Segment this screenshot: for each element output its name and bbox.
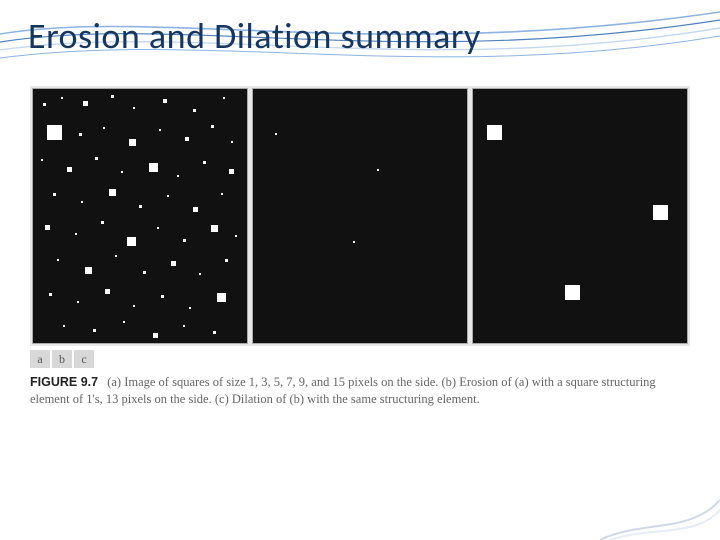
figure-caption-text: (a) Image of squares of size 1, 3, 5, 7,… [30,375,656,406]
white-square [133,107,135,109]
white-square [153,333,158,338]
white-square [77,301,79,303]
white-square [143,271,146,274]
white-square [93,329,96,332]
white-square [101,221,104,224]
white-square [193,109,196,112]
white-square [103,127,105,129]
white-square [183,239,186,242]
white-square [377,169,379,171]
slide-title: Erosion and Dilation summary [28,14,481,58]
label-c: c [74,350,94,368]
white-square [139,205,142,208]
white-square [121,171,123,173]
corner-swoosh-decor [600,460,720,540]
white-square [41,159,43,161]
white-square [61,97,63,99]
white-square [171,261,176,266]
figure-number: FIGURE 9.7 [30,375,98,389]
white-square [49,293,52,296]
white-square [79,133,82,136]
white-square [275,133,277,135]
figure-panel-a [32,88,248,344]
white-square [57,259,59,261]
white-square [223,97,225,99]
white-square [163,99,167,103]
white-square [213,331,216,334]
white-square [129,139,136,146]
white-square [63,325,65,327]
label-a: a [30,350,50,368]
white-square [183,325,185,327]
white-square [47,125,62,140]
white-square [217,293,226,302]
white-square [67,167,72,172]
white-square [43,103,46,106]
white-square [161,295,164,298]
white-square [133,305,135,307]
figure-panels-row [30,86,690,346]
white-square [189,307,191,309]
figure-panel-b [252,88,468,344]
figure-abc-labels: a b c [30,350,690,368]
white-square [231,141,233,143]
white-square [199,273,201,275]
white-square [177,175,179,177]
white-square [75,233,77,235]
white-square [85,267,92,274]
white-square [487,125,502,140]
white-square [235,235,237,237]
white-square [123,321,125,323]
white-square [193,207,198,212]
white-square [95,157,98,160]
white-square [111,95,114,98]
white-square [81,201,83,203]
white-square [353,241,355,243]
figure-caption: FIGURE 9.7 (a) Image of squares of size … [30,374,690,408]
white-square [159,129,161,131]
white-square [45,225,50,230]
white-square [83,101,88,106]
white-square [53,193,56,196]
white-square [221,193,223,195]
white-square [565,285,580,300]
white-square [653,205,668,220]
white-square [211,225,218,232]
white-square [157,227,159,229]
label-b: b [52,350,72,368]
white-square [115,255,117,257]
white-square [185,137,189,141]
white-square [127,237,136,246]
white-square [211,125,214,128]
white-square [149,163,158,172]
white-square [229,169,234,174]
white-square [225,259,228,262]
figure-container: a b c FIGURE 9.7 (a) Image of squares of… [30,86,690,408]
white-square [109,189,116,196]
white-square [167,195,169,197]
white-square [203,161,206,164]
figure-panel-c [472,88,688,344]
white-square [105,289,110,294]
